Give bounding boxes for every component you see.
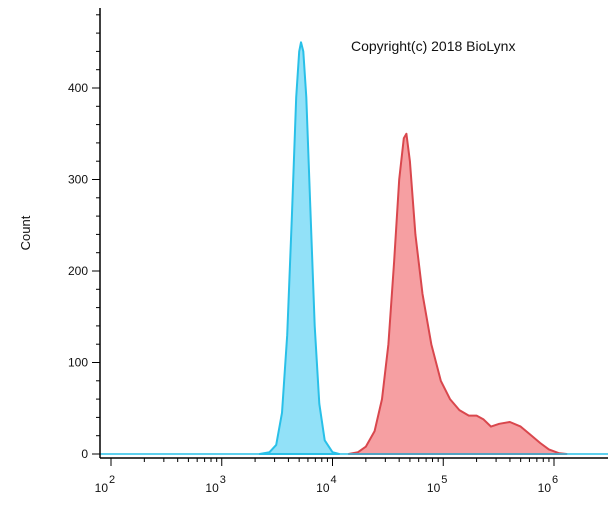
y-axis-title: Count (18, 215, 33, 250)
histogram-series-1 (258, 41, 341, 455)
y-tick-label: 200 (68, 264, 88, 278)
x-tick-label-exponent: 6 (552, 474, 558, 486)
x-tick-label-base: 10 (95, 481, 109, 495)
x-tick-label-base: 10 (427, 481, 441, 495)
y-tick-label: 400 (68, 81, 88, 95)
x-tick-label-base: 10 (205, 481, 219, 495)
histogram-series-2 (347, 132, 568, 455)
x-tick-label-exponent: 2 (109, 474, 115, 486)
x-tick-label-exponent: 3 (220, 474, 226, 486)
histogram-areas (100, 41, 608, 455)
x-tick-label-base: 10 (316, 481, 330, 495)
y-tick-label: 300 (68, 173, 88, 187)
y-tick-label: 100 (68, 356, 88, 370)
copyright-annotation: Copyright(c) 2018 BioLynx (351, 38, 515, 54)
x-tick-label-exponent: 4 (331, 474, 337, 486)
y-axis-ticks: 0 100 200 300 400 (68, 14, 100, 461)
x-tick-label-exponent: 5 (441, 474, 447, 486)
x-tick-label-base: 10 (538, 481, 552, 495)
y-tick-label: 0 (81, 447, 88, 461)
